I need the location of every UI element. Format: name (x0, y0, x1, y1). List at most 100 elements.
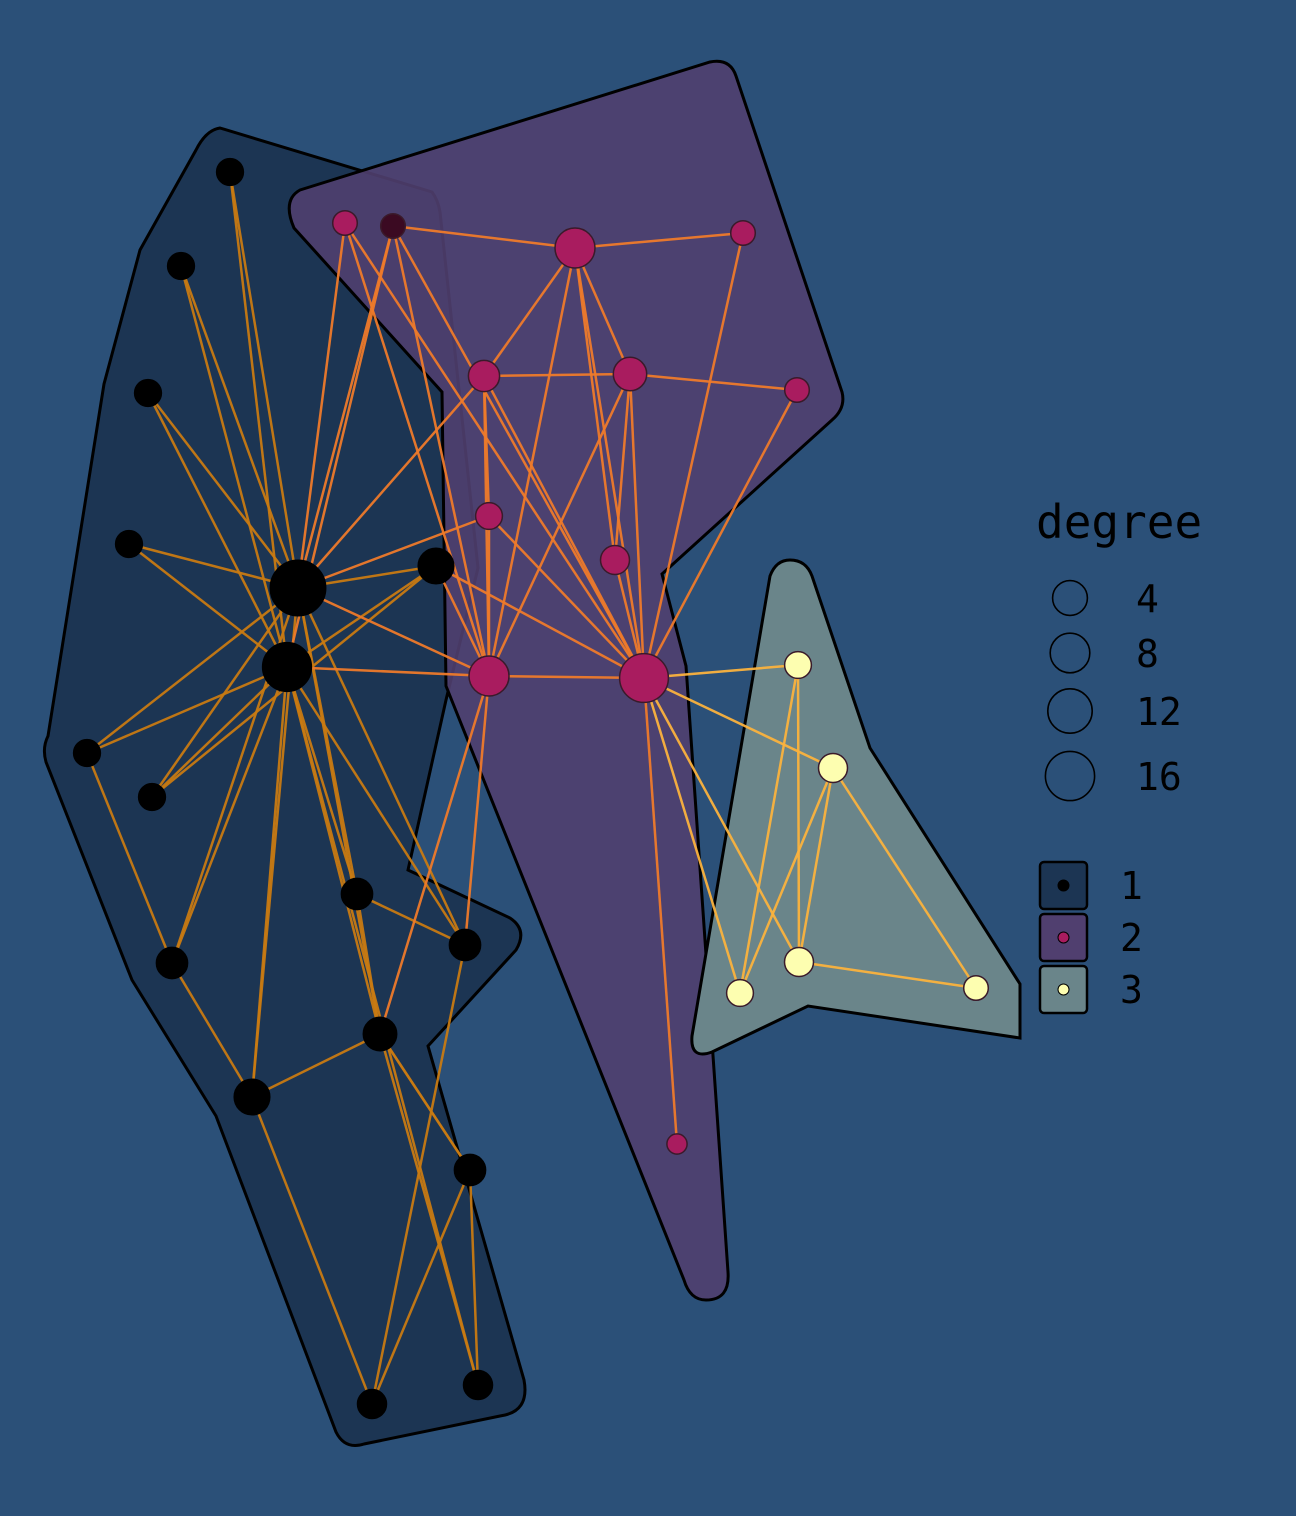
node-n28 (618, 652, 670, 704)
edge-n11-n13 (356, 892, 466, 947)
edge-n32-n34 (798, 960, 977, 990)
node-n7 (417, 547, 455, 585)
edge-n8-n10 (85, 752, 174, 964)
node-n25 (474, 501, 504, 531)
edge-n31-n33 (738, 767, 835, 994)
node-n14 (362, 1016, 398, 1052)
nodes (72, 157, 990, 1420)
group-hulls (42, 59, 1022, 1447)
group-legend-dot-2 (1057, 931, 1070, 944)
edge-n6-n10 (170, 666, 289, 964)
edge-n31-n34 (831, 767, 978, 989)
edge-n19-n27 (391, 225, 491, 677)
edge-n20-n21 (574, 231, 744, 250)
edge-n24-n28 (642, 389, 799, 679)
edge-n6-n11 (285, 666, 359, 895)
group-legend-dot-1 (1057, 879, 1070, 892)
edge-n5-n22 (297, 375, 485, 589)
node-n34 (962, 974, 990, 1002)
node-n11 (340, 877, 374, 911)
edge-n12-n14 (251, 1032, 381, 1099)
edge-n2-n6 (179, 265, 289, 668)
legend-title: degree (1036, 495, 1202, 549)
edge-n1-n5 (228, 171, 300, 589)
edge-n28-n30 (643, 663, 799, 680)
size-legend-label-12: 12 (1136, 690, 1182, 734)
edge-n13-n27 (463, 675, 491, 946)
size-legend: 4 8 12 16 (1044, 577, 1182, 802)
edge-n30-n32 (796, 664, 801, 963)
node-n15 (462, 1369, 494, 1401)
group-legend-label-1: 1 (1120, 864, 1143, 908)
edge-n20-n22 (482, 247, 577, 377)
edge-n5-n8 (86, 587, 299, 754)
edge-n5-n18 (296, 222, 347, 589)
edge-n15-n14 (378, 1033, 480, 1386)
node-n20 (554, 227, 596, 269)
edge-n11-n14 (355, 893, 382, 1035)
node-n3 (133, 378, 163, 408)
edge-n3-n6 (146, 392, 289, 668)
edge-n31-n32 (797, 767, 835, 963)
edge-n7-n28 (435, 564, 645, 680)
edge-n4-n5 (128, 542, 299, 590)
node-n26 (599, 544, 631, 576)
edge-n23-n26 (613, 373, 632, 561)
node-n27 (468, 655, 510, 697)
edge-n6-n27 (286, 665, 490, 678)
node-n18 (331, 209, 359, 237)
node-n31 (817, 752, 849, 784)
edge-n3-n5 (147, 392, 299, 589)
edge-n6-n8 (86, 665, 288, 755)
edge-n23-n24 (629, 372, 798, 392)
node-n6 (261, 641, 313, 693)
group-legend: 1 2 3 (1038, 860, 1143, 1015)
edge-n18-n28 (343, 222, 646, 679)
node-n32 (783, 946, 815, 978)
node-n17 (453, 1153, 487, 1187)
edge-n22-n23 (483, 372, 631, 378)
edge-n14-n27 (378, 675, 491, 1035)
group-legend-label-3: 3 (1120, 968, 1143, 1012)
node-n23 (612, 356, 648, 392)
node-n1 (215, 157, 245, 187)
size-legend-label-8: 8 (1136, 632, 1159, 676)
edge-n6-n12 (250, 666, 289, 1098)
size-legend-circle-12 (1047, 687, 1094, 734)
node-n4 (114, 529, 144, 559)
edge-n4-n6 (128, 543, 288, 668)
edge-n5-n13 (296, 587, 467, 946)
edge-n5-n19 (296, 225, 395, 589)
size-legend-circle-8 (1049, 632, 1091, 674)
edge-n28-n29 (642, 677, 679, 1145)
group-legend-dot-3 (1057, 983, 1070, 996)
node-n2 (166, 251, 196, 281)
edge-n28-n19 (391, 225, 646, 679)
node-n30 (783, 650, 813, 680)
node-n8 (72, 738, 102, 768)
edge-n20-n26 (573, 247, 617, 561)
node-n29 (666, 1133, 688, 1155)
edge-n5-n27 (297, 586, 490, 678)
node-n9 (137, 782, 167, 812)
edge-n18-n27 (343, 222, 491, 677)
edge-n27-n28 (488, 674, 645, 680)
edge-n19-n20 (392, 224, 576, 250)
group-legend-label-2: 2 (1120, 916, 1143, 960)
size-legend-label-16: 16 (1136, 755, 1182, 799)
edge-n20-n23 (573, 247, 632, 375)
node-n5 (269, 559, 327, 617)
edge-n30-n33 (738, 664, 800, 994)
edge-n16-n17 (370, 1169, 472, 1405)
node-n19 (379, 212, 407, 240)
size-legend-circle-4 (1051, 579, 1089, 617)
edge-n6-n13 (285, 666, 467, 946)
edge-n10-n12 (170, 962, 254, 1098)
size-legend-label-4: 4 (1136, 577, 1159, 621)
node-n22 (467, 359, 501, 393)
edge-n28-n31 (643, 676, 834, 770)
size-legend-circle-16 (1044, 750, 1096, 802)
edge-n12-n16 (250, 1096, 374, 1405)
